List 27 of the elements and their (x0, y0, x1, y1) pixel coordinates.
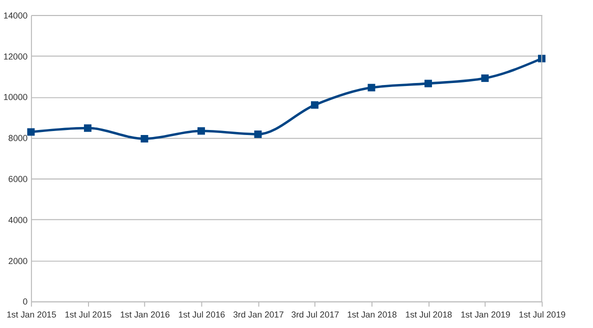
y-tick-label: 8000 (8, 133, 28, 144)
x-tick-label: 1st Jan 2018 (347, 309, 397, 320)
y-tick-label: 6000 (8, 174, 28, 184)
point (310, 101, 318, 109)
x-tick-label: 1st Jul 2019 (518, 309, 566, 320)
y-tick-label: 2000 (8, 256, 28, 266)
x-tick-label: 1st Jan 2016 (120, 309, 170, 320)
point (481, 74, 489, 82)
x-tick-label: 3rd Jul 2017 (291, 309, 340, 320)
point (197, 127, 205, 135)
x-tick-label: 1st Jan 2019 (460, 309, 511, 320)
y-tick-label: 14000 (3, 10, 28, 20)
y-tick-label: 4000 (8, 214, 28, 225)
x-tick-label: 1st Jan 2015 (6, 309, 56, 320)
point (254, 130, 262, 138)
x-tick-label: 1st Jul 2016 (178, 309, 226, 320)
point (140, 134, 148, 142)
x-tick-label: 1st Jul 2015 (64, 309, 112, 320)
point (368, 84, 376, 92)
y-tick-label: 0 (22, 296, 28, 307)
point (84, 124, 92, 132)
x-tick-label: 1st Jul 2018 (405, 309, 452, 320)
point (27, 128, 35, 136)
y-tick-label: 10000 (3, 92, 28, 102)
point (424, 80, 432, 88)
y-tick-label: 12000 (3, 51, 28, 62)
x-tick-label: 3rd Jan 2017 (233, 309, 284, 320)
